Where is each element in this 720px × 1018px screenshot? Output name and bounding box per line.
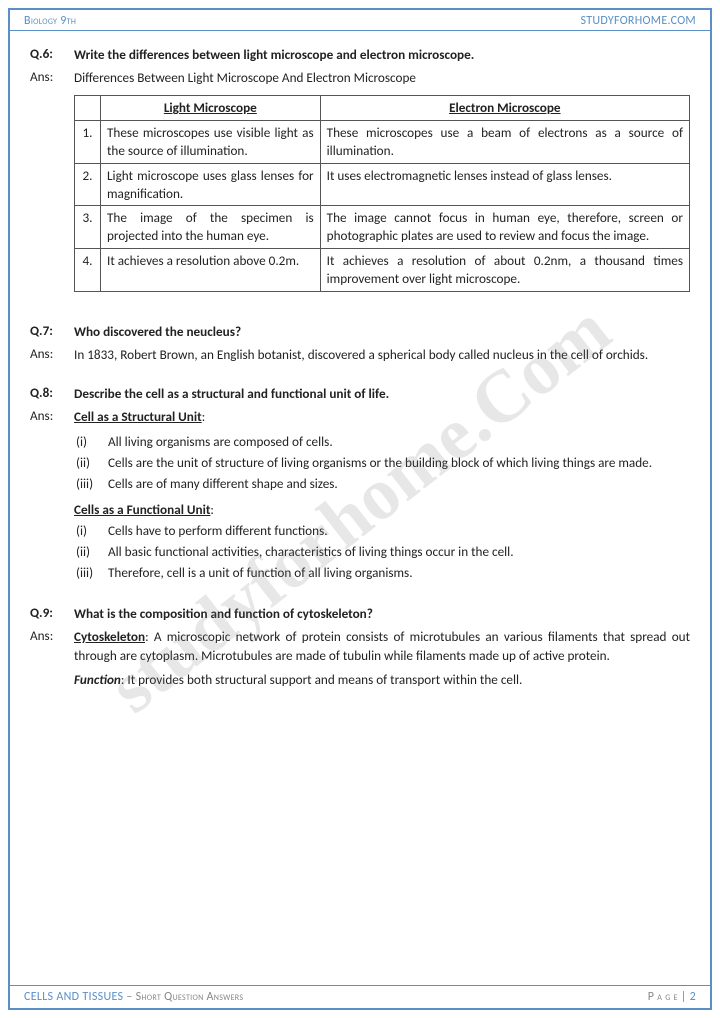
table-row: 1.These microscopes use visible light as… xyxy=(75,121,690,164)
answer-8-h1: Ans: Cell as a Structural Unit: xyxy=(30,407,690,426)
ans-label: Ans: xyxy=(30,68,74,87)
question-6: Q.6: Write the differences between light… xyxy=(30,45,690,64)
question-7: Q.7: Who discovered the neucleus? xyxy=(30,322,690,341)
table-row: 3.The image of the specimen is projected… xyxy=(75,206,690,249)
page-content: Q.6: Write the differences between light… xyxy=(10,31,710,697)
ans-label: Ans: xyxy=(30,627,74,665)
list-item: (iii)Cells are of many different shape a… xyxy=(74,474,690,493)
ans-label: Ans: xyxy=(30,407,74,426)
q-text: What is the composition and function of … xyxy=(74,604,690,623)
ans-title: Differences Between Light Microscope And… xyxy=(74,68,690,87)
table-row: 2.Light microscope uses glass lenses for… xyxy=(75,163,690,206)
comparison-table: Light Microscope Electron Microscope 1.T… xyxy=(74,95,690,291)
q-text: Who discovered the neucleus? xyxy=(74,322,690,341)
header-right: STUDYFORHOME.COM xyxy=(581,14,697,28)
answer-6-title: Ans: Differences Between Light Microscop… xyxy=(30,68,690,87)
list-item: (i)All living organisms are composed of … xyxy=(74,432,690,451)
answer-6-table-wrap: Light Microscope Electron Microscope 1.T… xyxy=(30,91,690,301)
q-number: Q.6: xyxy=(30,45,74,64)
footer-page: P a g e | 2 xyxy=(648,990,696,1004)
q-text: Describe the cell as a structural and fu… xyxy=(74,384,690,403)
q-number: Q.9: xyxy=(30,604,74,623)
answer-8-list1: (i)All living organisms are composed of … xyxy=(30,430,690,584)
q-text: Write the differences between light micr… xyxy=(74,45,690,64)
q-number: Q.8: xyxy=(30,384,74,403)
list-item: (i)Cells have to perform different funct… xyxy=(74,521,690,540)
section-heading: Cells as a Functional Unit xyxy=(74,501,210,518)
col-electron: Electron Microscope xyxy=(320,96,689,121)
footer-left: CELLS AND TISSUES – Short Question Answe… xyxy=(24,990,243,1004)
answer-9-p2: Function: It provides both structural su… xyxy=(30,670,690,689)
list-item: (ii)All basic functional activities, cha… xyxy=(74,542,690,561)
table-header-row: Light Microscope Electron Microscope xyxy=(75,96,690,121)
answer-9-p1: Ans: Cytoskeleton: A microscopic network… xyxy=(30,627,690,665)
list-item: (ii)Cells are the unit of structure of l… xyxy=(74,453,690,472)
page-footer: CELLS AND TISSUES – Short Question Answe… xyxy=(10,985,710,1008)
list-item: (iii)Therefore, cell is a unit of functi… xyxy=(74,563,690,582)
col-light: Light Microscope xyxy=(101,96,321,121)
question-8: Q.8: Describe the cell as a structural a… xyxy=(30,384,690,403)
q-number: Q.7: xyxy=(30,322,74,341)
table-row: 4.It achieves a resolution above 0.2m.It… xyxy=(75,248,690,291)
question-9: Q.9: What is the composition and functio… xyxy=(30,604,690,623)
ans-label: Ans: xyxy=(30,345,74,364)
answer-7: Ans: In 1833, Robert Brown, an English b… xyxy=(30,345,690,364)
section-heading: Cell as a Structural Unit xyxy=(74,408,202,425)
header-left: Biology 9th xyxy=(24,14,76,28)
ans-text: Function: It provides both structural su… xyxy=(74,670,690,689)
page-header: Biology 9th STUDYFORHOME.COM xyxy=(10,10,710,31)
ans-text: Cytoskeleton: A microscopic network of p… xyxy=(74,627,690,665)
ans-text: In 1833, Robert Brown, an English botani… xyxy=(74,345,690,364)
document-page: Biology 9th STUDYFORHOME.COM studyforhom… xyxy=(8,8,712,1010)
